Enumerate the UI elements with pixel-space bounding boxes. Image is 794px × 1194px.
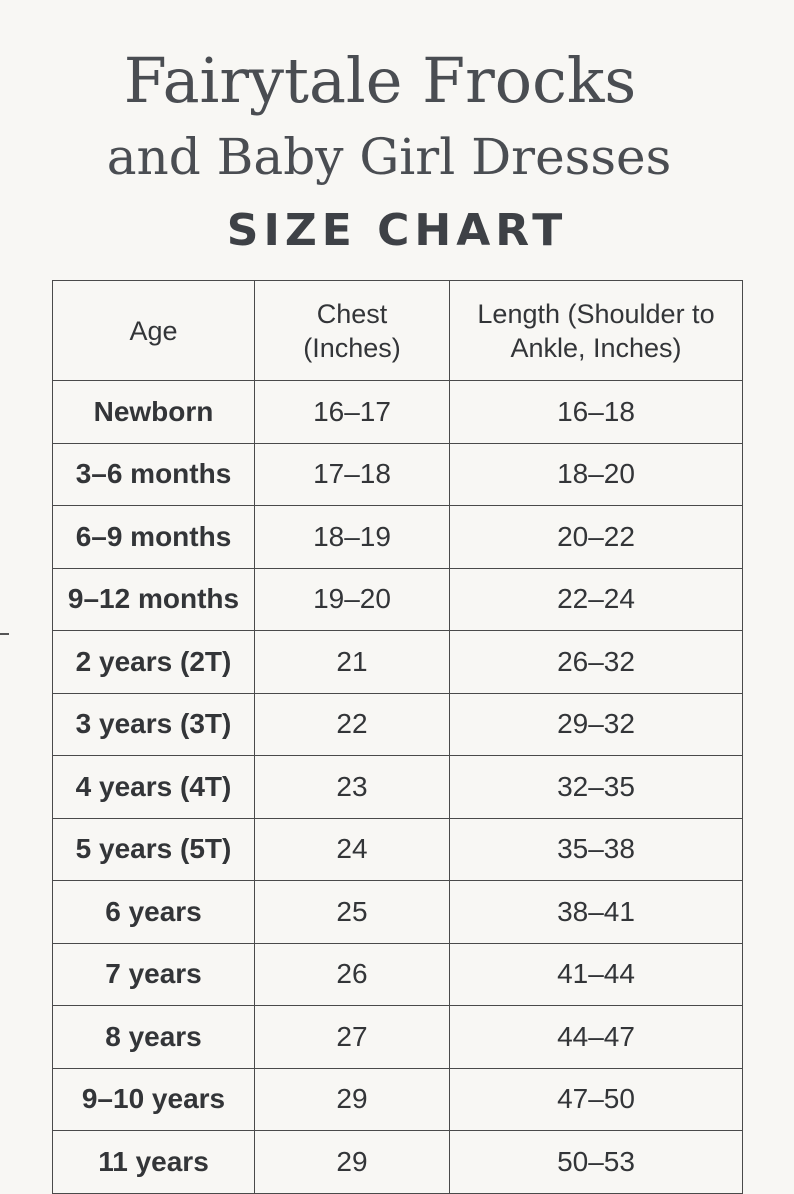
chest-cell: 19–20 [254, 567, 450, 631]
edge-mark [0, 633, 9, 635]
age-cell: Newborn [52, 380, 255, 444]
table-row: 9–10 years 29 47–50 [52, 1067, 743, 1131]
size-chart-table: Age Chest (Inches) Length (Shoulder to A… [52, 280, 743, 1194]
chest-cell: 23 [254, 755, 450, 819]
age-cell: 3 years (3T) [52, 692, 255, 756]
age-cell: 6–9 months [52, 505, 255, 569]
chest-cell: 25 [254, 880, 450, 944]
length-cell: 16–18 [449, 380, 743, 444]
header-age: Age [52, 280, 255, 381]
length-cell: 41–44 [449, 942, 743, 1006]
chest-cell: 24 [254, 817, 450, 881]
length-cell: 47–50 [449, 1067, 743, 1131]
length-cell: 22–24 [449, 567, 743, 631]
age-cell: 5 years (5T) [52, 817, 255, 881]
age-cell: 9–10 years [52, 1067, 255, 1131]
age-cell: 4 years (4T) [52, 755, 255, 819]
table-row: 5 years (5T) 24 35–38 [52, 817, 743, 881]
age-cell: 7 years [52, 942, 255, 1006]
chest-cell: 21 [254, 630, 450, 694]
age-cell: 11 years [52, 1130, 255, 1194]
age-cell: 9–12 months [52, 567, 255, 631]
table-row: 7 years 26 41–44 [52, 942, 743, 1006]
length-cell: 29–32 [449, 692, 743, 756]
table-row: 6–9 months 18–19 20–22 [52, 505, 743, 569]
length-cell: 26–32 [449, 630, 743, 694]
table-row: 4 years (4T) 23 32–35 [52, 755, 743, 819]
page-title: Fairytale Frocks [123, 44, 637, 117]
chest-cell: 16–17 [254, 380, 450, 444]
age-cell: 8 years [52, 1005, 255, 1069]
header-chest: Chest (Inches) [254, 280, 450, 381]
length-cell: 18–20 [449, 442, 743, 506]
table-row: 6 years 25 38–41 [52, 880, 743, 944]
chest-cell: 22 [254, 692, 450, 756]
chest-cell: 27 [254, 1005, 450, 1069]
chest-cell: 26 [254, 942, 450, 1006]
length-cell: 20–22 [449, 505, 743, 569]
header-length-label: Length (Shoulder to Ankle, Inches) [477, 298, 715, 363]
age-cell: 6 years [52, 880, 255, 944]
table-row: 2 years (2T) 21 26–32 [52, 630, 743, 694]
table-row: 3–6 months 17–18 18–20 [52, 442, 743, 506]
table-row: 11 years 29 50–53 [52, 1130, 743, 1194]
age-cell: 3–6 months [52, 442, 255, 506]
table-row: 9–12 months 19–20 22–24 [52, 567, 743, 631]
age-cell: 2 years (2T) [52, 630, 255, 694]
page-title-second-line: and Baby Girl Dresses [106, 128, 672, 186]
chest-cell: 29 [254, 1067, 450, 1131]
length-cell: 50–53 [449, 1130, 743, 1194]
size-chart-heading: SIZE CHART [226, 205, 568, 256]
length-cell: 44–47 [449, 1005, 743, 1069]
length-cell: 32–35 [449, 755, 743, 819]
header-chest-label: Chest (Inches) [303, 298, 401, 363]
table-row: 8 years 27 44–47 [52, 1005, 743, 1069]
table-row: 3 years (3T) 22 29–32 [52, 692, 743, 756]
chest-cell: 17–18 [254, 442, 450, 506]
chest-cell: 18–19 [254, 505, 450, 569]
table-row: Newborn 16–17 16–18 [52, 380, 743, 444]
table-header-row: Age Chest (Inches) Length (Shoulder to A… [52, 280, 743, 381]
length-cell: 38–41 [449, 880, 743, 944]
chest-cell: 29 [254, 1130, 450, 1194]
table-body: Newborn 16–17 16–18 3–6 months 17–18 18–20 6–9… [52, 380, 743, 1194]
header-length: Length (Shoulder to Ankle, Inches) [449, 280, 743, 381]
length-cell: 35–38 [449, 817, 743, 881]
